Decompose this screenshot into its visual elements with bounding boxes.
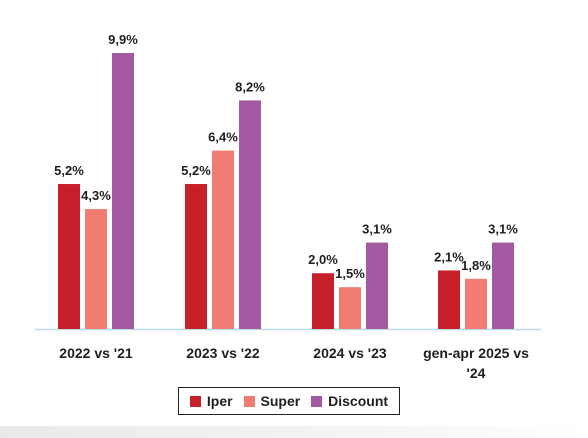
category-label-3: gen-apr 2025 vs '24 (423, 345, 529, 381)
legend-label-iper: Iper (206, 393, 233, 409)
data-label-super-1: 6,4% (208, 130, 238, 145)
legend-item-iper: Iper (189, 393, 233, 409)
bar-super-3 (465, 278, 487, 329)
category-label-0: 2022 vs '21 (59, 345, 133, 361)
bar-discount-0 (112, 53, 134, 329)
legend-label-discount: Discount (328, 393, 389, 409)
data-label-iper-3: 2,1% (434, 249, 464, 264)
data-label-discount-0: 9,9% (108, 32, 138, 47)
data-label-discount-1: 8,2% (235, 79, 265, 94)
data-label-iper-2: 2,0% (308, 252, 338, 267)
legend-item-discount: Discount (311, 393, 388, 409)
bar-discount-1 (239, 100, 261, 329)
bar-super-1 (212, 150, 234, 329)
bar-super-2 (339, 287, 361, 329)
data-label-discount-3: 3,1% (488, 222, 518, 237)
bar-discount-3 (492, 242, 514, 329)
bar-iper-0 (58, 184, 80, 329)
legend-label-super: Super (260, 393, 301, 409)
legend: Iper Super Discount (178, 387, 400, 415)
category-label-2: 2024 vs '23 (313, 345, 387, 361)
legend-swatch-iper (189, 395, 201, 407)
bar-discount-2 (366, 242, 388, 329)
bar-super-0 (85, 209, 107, 329)
bar-iper-3 (438, 270, 460, 329)
data-label-super-3: 1,8% (461, 258, 491, 273)
data-label-super-2: 1,5% (335, 266, 365, 281)
bottom-strip (0, 426, 588, 438)
legend-swatch-discount (311, 395, 323, 407)
data-label-iper-0: 5,2% (54, 163, 84, 178)
data-label-iper-1: 5,2% (181, 163, 211, 178)
bar-iper-1 (185, 184, 207, 329)
bar-iper-2 (312, 273, 334, 329)
legend-swatch-super (243, 395, 255, 407)
data-label-super-0: 4,3% (81, 188, 111, 203)
data-label-discount-2: 3,1% (362, 222, 392, 237)
legend-item-super: Super (243, 393, 301, 409)
category-label-1: 2023 vs '22 (186, 345, 260, 361)
